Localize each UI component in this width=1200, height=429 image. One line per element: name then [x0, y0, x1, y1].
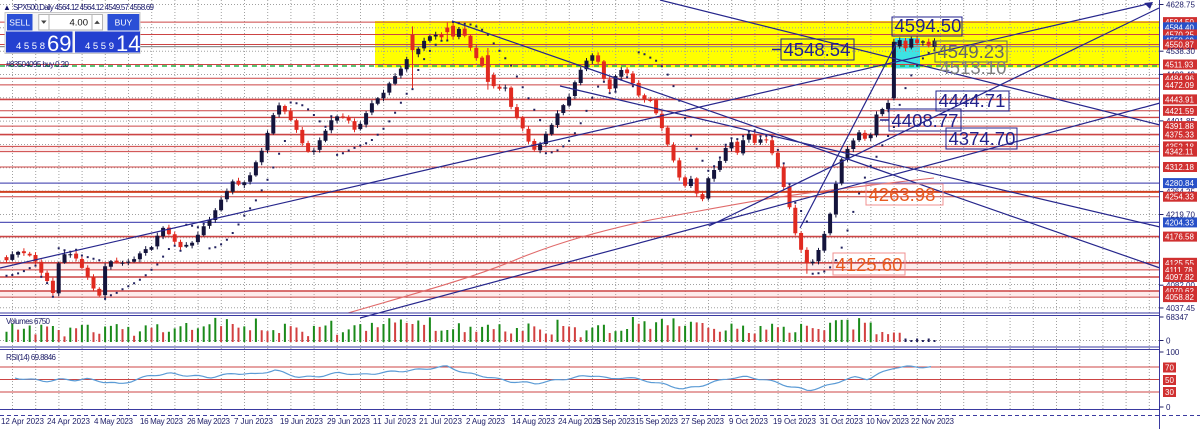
svg-text:24 Apr 2023: 24 Apr 2023	[47, 417, 91, 426]
svg-text:24 Aug 2023: 24 Aug 2023	[558, 417, 602, 426]
svg-text:30: 30	[1165, 388, 1174, 397]
svg-text:4111.78: 4111.78	[1165, 266, 1193, 275]
svg-text:4549.23: 4549.23	[938, 41, 1005, 62]
svg-text:31 Oct 2023: 31 Oct 2023	[820, 417, 864, 426]
svg-text:2 Aug 2023: 2 Aug 2023	[466, 417, 506, 426]
svg-text:7 Jun 2023: 7 Jun 2023	[234, 417, 274, 426]
svg-text:BUY: BUY	[115, 18, 133, 28]
svg-text:4082.00: 4082.00	[1166, 281, 1195, 290]
svg-text:4375.33: 4375.33	[1165, 131, 1194, 140]
svg-text:4037.45: 4037.45	[1166, 304, 1195, 313]
svg-text:Volumes 6750: Volumes 6750	[6, 317, 51, 326]
svg-text:4594.50: 4594.50	[895, 15, 962, 36]
svg-text:27 Sep 2023: 27 Sep 2023	[681, 417, 725, 426]
svg-text:▲: ▲	[3, 3, 11, 12]
svg-text:29 Jun 2023: 29 Jun 2023	[327, 417, 371, 426]
svg-text:4628.75: 4628.75	[1166, 1, 1195, 10]
svg-text:4219.70: 4219.70	[1166, 211, 1195, 220]
svg-text:4.00: 4.00	[70, 18, 89, 29]
svg-text:5 Sep 2023: 5 Sep 2023	[596, 417, 636, 426]
svg-text:4391.88: 4391.88	[1165, 122, 1194, 131]
svg-text:4204.33: 4204.33	[1165, 218, 1194, 227]
svg-text:4263.98: 4263.98	[869, 184, 936, 205]
svg-text:4374.70: 4374.70	[949, 128, 1016, 149]
svg-text:0: 0	[1166, 403, 1171, 412]
svg-text:21 Jul 2023: 21 Jul 2023	[419, 417, 463, 426]
svg-text:SPX500,Daily 4564.12 4564.12: SPX500,Daily 4564.12 4564.12 4549.57 455…	[13, 3, 155, 12]
svg-text:9 Oct 2023: 9 Oct 2023	[729, 417, 769, 426]
svg-text:10 Nov 2023: 10 Nov 2023	[866, 417, 910, 426]
svg-text:4550.87: 4550.87	[1165, 41, 1194, 50]
svg-text:19 Jun 2023: 19 Jun 2023	[280, 417, 324, 426]
svg-text:22 Nov 2023: 22 Nov 2023	[911, 417, 955, 426]
svg-text:4421.59: 4421.59	[1165, 107, 1194, 116]
svg-text:4444.71: 4444.71	[939, 90, 1006, 111]
svg-text:4125.60: 4125.60	[836, 254, 903, 275]
svg-text:15 Sep 2023: 15 Sep 2023	[635, 417, 679, 426]
svg-text:4584.40: 4584.40	[1165, 23, 1194, 32]
svg-text:4280.84: 4280.84	[1165, 179, 1194, 188]
svg-text:12 Apr 2023: 12 Apr 2023	[1, 417, 45, 426]
svg-text:4484.96: 4484.96	[1165, 74, 1194, 83]
svg-text:11 Jul 2023: 11 Jul 2023	[373, 417, 417, 426]
svg-text:4511.93: 4511.93	[1165, 61, 1194, 70]
svg-text:4125.55: 4125.55	[1165, 259, 1194, 268]
svg-text:4570.25: 4570.25	[1165, 31, 1194, 40]
svg-text:19 Oct 2023: 19 Oct 2023	[773, 417, 817, 426]
svg-text:4312.18: 4312.18	[1165, 163, 1194, 172]
svg-text:4538.30: 4538.30	[1166, 47, 1195, 56]
svg-text:4176.58: 4176.58	[1165, 233, 1194, 242]
svg-text:14: 14	[116, 31, 140, 56]
svg-text:70: 70	[1165, 364, 1174, 373]
svg-text:0: 0	[1166, 337, 1171, 346]
svg-text:14 Aug 2023: 14 Aug 2023	[512, 417, 556, 426]
svg-text:#83504095 buy 0.20: #83504095 buy 0.20	[6, 60, 70, 69]
svg-text:4097.82: 4097.82	[1165, 273, 1194, 282]
svg-text:4254.33: 4254.33	[1165, 193, 1194, 202]
svg-text:4548.54: 4548.54	[784, 39, 851, 60]
svg-text:26 May 2023: 26 May 2023	[187, 417, 231, 426]
svg-text:4472.09: 4472.09	[1165, 81, 1194, 90]
svg-text:4070.62: 4070.62	[1165, 287, 1194, 296]
svg-text:100: 100	[1166, 348, 1180, 357]
svg-text:RSI(14) 69.8846: RSI(14) 69.8846	[6, 353, 57, 362]
svg-text:50: 50	[1165, 376, 1174, 385]
svg-text:4443.91: 4443.91	[1165, 95, 1194, 104]
svg-text:69: 69	[47, 31, 71, 56]
svg-text:4342.11: 4342.11	[1165, 148, 1194, 157]
svg-text:4408.77: 4408.77	[892, 110, 959, 131]
svg-text:4513.10: 4513.10	[940, 57, 1007, 78]
svg-text:4058.82: 4058.82	[1165, 293, 1194, 302]
svg-text:SELL: SELL	[9, 18, 30, 28]
svg-text:16 May 2023: 16 May 2023	[140, 417, 184, 426]
svg-text:4 May 2023: 4 May 2023	[94, 417, 134, 426]
svg-text:68347: 68347	[1166, 313, 1189, 322]
